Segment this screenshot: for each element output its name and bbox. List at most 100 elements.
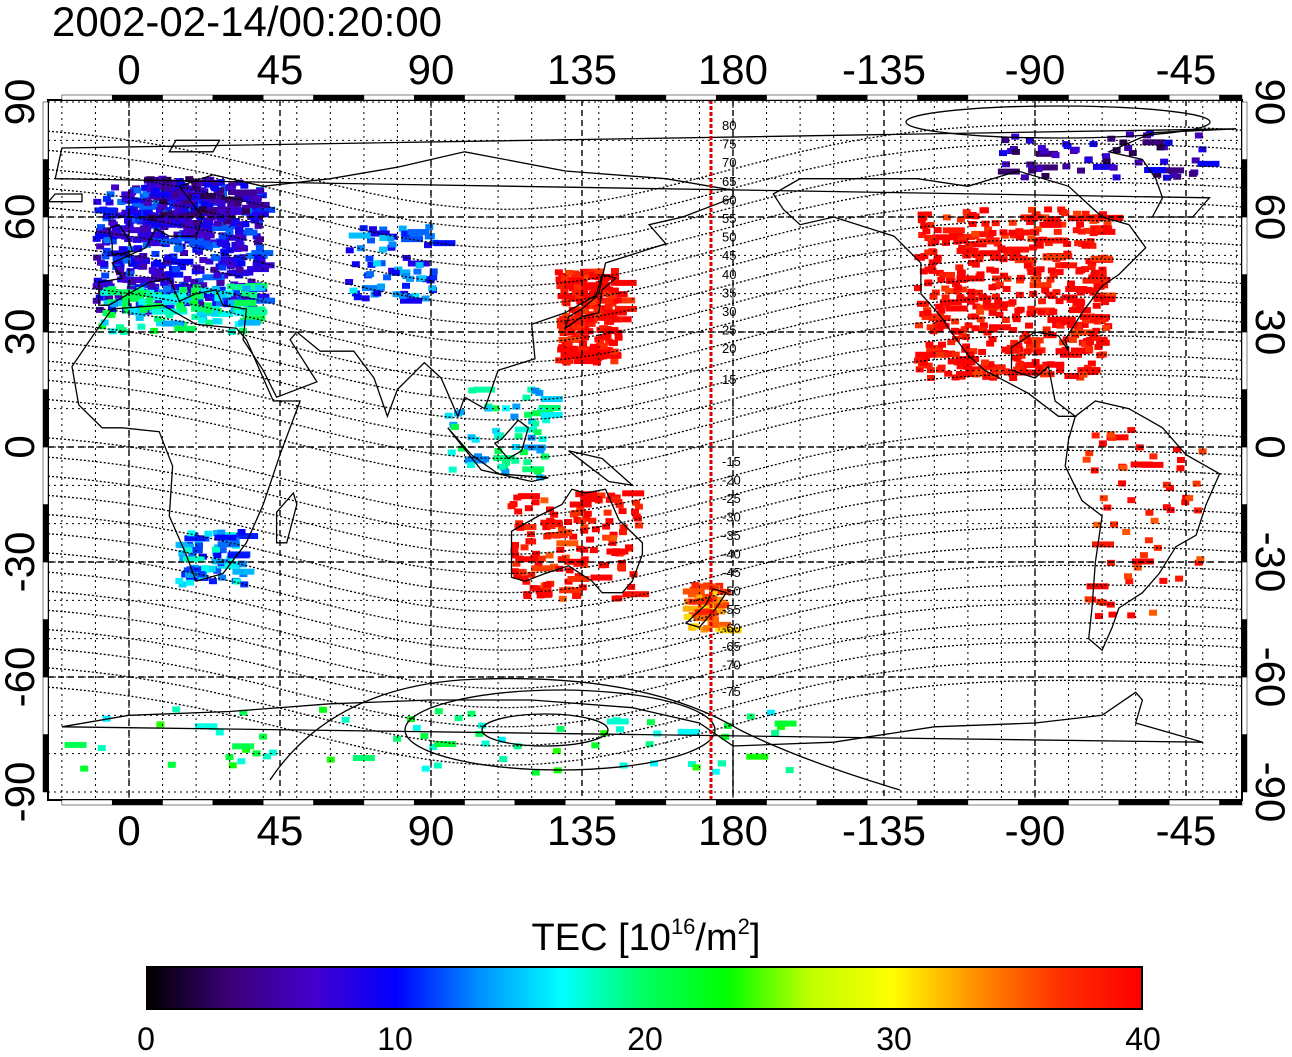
tec-cell [242, 208, 251, 215]
latitude-tick-label-right: -90 [1247, 762, 1292, 823]
tec-cell [1102, 153, 1111, 160]
tec-cell [1149, 609, 1158, 616]
tec-cell [938, 320, 947, 327]
tec-cell [514, 433, 523, 440]
tec-cell [174, 325, 197, 332]
tec-cell [976, 316, 985, 323]
tec-cell [121, 191, 130, 198]
tec-cell [1038, 298, 1047, 305]
tec-cell [524, 411, 533, 418]
tec-cell [1024, 337, 1033, 344]
tec-cell [550, 511, 559, 518]
tec-cell [1009, 327, 1018, 334]
tec-cell [988, 229, 997, 236]
tec-cell [1081, 242, 1090, 249]
tec-cell [995, 311, 1004, 318]
tec-cell [195, 278, 204, 285]
tec-cell [597, 285, 606, 292]
tec-cell [926, 324, 935, 331]
tec-cell [157, 262, 166, 269]
tec-cell [133, 263, 142, 270]
tec-cell [227, 201, 236, 208]
tec-cell [1098, 318, 1107, 325]
tec-cell [205, 244, 214, 251]
latitude-tick-label-right: -30 [1247, 532, 1292, 593]
tec-cell [559, 315, 568, 322]
tec-cell [235, 266, 244, 273]
tec-cell [611, 496, 620, 503]
tec-cell [1175, 575, 1184, 582]
tec-cell [428, 285, 437, 292]
tec-cell [1056, 367, 1065, 374]
tec-cell [175, 205, 184, 212]
latitude-tick-label-right: 60 [1247, 194, 1292, 241]
tec-cell [945, 305, 968, 312]
tec-cell [466, 462, 475, 469]
tec-cell [471, 436, 480, 443]
tec-cell [104, 280, 113, 287]
tec-cell [217, 286, 226, 293]
tec-cell [1198, 448, 1207, 455]
tec-cell [117, 198, 126, 205]
tec-cell [239, 327, 248, 334]
tec-cell [634, 503, 643, 510]
tec-cell [976, 271, 985, 278]
tec-cell [450, 423, 459, 430]
tec-cell [542, 524, 551, 531]
tec-cell [1099, 495, 1108, 502]
tec-cell [590, 574, 613, 581]
tec-cell [162, 320, 185, 327]
tec-cell [111, 289, 134, 296]
tec-cell [572, 289, 581, 296]
tec-cell [218, 259, 227, 266]
tec-cell [494, 448, 503, 455]
tec-cell [407, 229, 430, 236]
tec-cell [126, 286, 135, 293]
tec-cell [589, 343, 598, 350]
tec-cell [93, 277, 102, 284]
tec-cell [1060, 262, 1069, 269]
tec-cell [540, 411, 563, 418]
tec-cell [960, 326, 969, 333]
tec-cell [411, 292, 420, 299]
tec-cell [205, 258, 214, 265]
contour-label: 60 [722, 192, 736, 207]
tec-cell [1085, 258, 1094, 265]
tec-cell [511, 541, 520, 548]
tec-cell [582, 328, 591, 335]
tec-cell [682, 588, 705, 595]
tec-cell [542, 417, 551, 424]
tec-cell [175, 541, 184, 548]
tec-cell [205, 219, 214, 226]
tec-cell [181, 198, 190, 205]
tec-cell [602, 534, 611, 541]
tec-cell [1017, 229, 1040, 236]
tec-cell [619, 762, 628, 769]
tec-cell [997, 364, 1006, 371]
tec-cell [1001, 161, 1010, 168]
tec-cell [379, 234, 388, 241]
tec-cell [956, 216, 965, 223]
tec-cell [971, 313, 980, 320]
colorbar-tick-label: 40 [1125, 1021, 1161, 1057]
tec-cell [93, 254, 102, 261]
tec-cell [156, 721, 165, 728]
tec-cell [481, 740, 490, 747]
contour-label: -65 [722, 639, 741, 654]
tec-cell [1064, 372, 1073, 379]
tec-cell [171, 297, 180, 304]
tec-cell [367, 261, 376, 268]
tec-cell [228, 762, 237, 769]
tec-cell [555, 357, 564, 364]
contour-label: 20 [722, 341, 736, 356]
tec-cell [152, 199, 161, 206]
tec-cell [931, 289, 940, 296]
tec-cell [1103, 504, 1112, 511]
tec-cell [978, 348, 987, 355]
tec-cell [927, 235, 936, 242]
tec-cell [1008, 219, 1017, 226]
tec-cell [373, 260, 382, 267]
tec-cell [236, 533, 259, 540]
tec-cell [1159, 577, 1168, 584]
tec-cell [997, 245, 1006, 252]
